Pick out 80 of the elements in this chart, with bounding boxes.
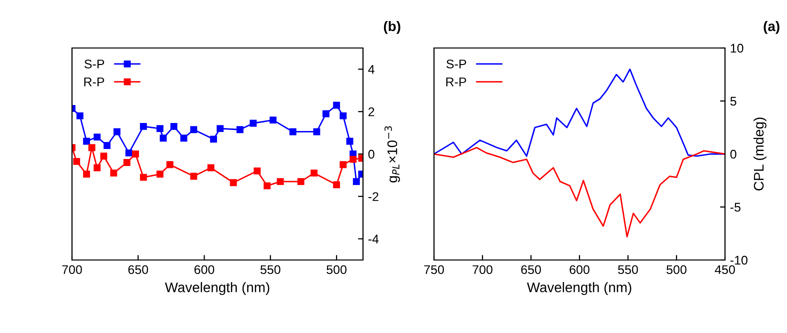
point [170,122,178,130]
y-tick-label: 5 [730,96,736,106]
point [276,178,284,186]
point [313,128,320,136]
x-tick-label: 700 [472,265,492,274]
y-tick-label: 2 [368,107,374,116]
x-tick-label: 650 [128,265,148,274]
point [322,110,330,118]
x-tick-label: 450 [714,265,735,274]
x-tick-label: 550 [260,265,280,274]
point [216,125,224,132]
point [310,170,318,177]
point [340,161,347,168]
x-tick-label: 700 [62,265,82,274]
point [100,152,108,160]
y-tick-label: -5 [730,202,740,212]
point [180,134,188,142]
point [352,178,360,186]
point [83,170,90,178]
point [210,136,218,143]
point [270,116,277,124]
line-series [434,68,725,157]
legend-label: S-P [446,60,466,68]
y-tick-label: 10 [730,44,744,53]
x-tick-label: 600 [194,265,214,274]
point [254,167,261,174]
point [125,149,132,156]
x-tick-label: 550 [618,265,638,274]
y-tick-label: -2 [368,192,378,201]
point [230,179,237,186]
x-tick-label: 500 [666,265,686,274]
point [350,156,357,163]
x-axis-title: Wavelength (nm) [164,282,270,296]
point [297,178,304,186]
point [264,182,271,190]
point [333,102,340,109]
point [88,144,96,152]
y-tick-label: -10 [730,256,748,265]
point [207,164,214,172]
legend-label: R-P [446,78,466,86]
point [166,161,174,168]
legend-label: R-P [84,78,104,86]
point [140,122,147,130]
legend-label: S-P [84,60,104,68]
point [236,126,244,134]
y-axis-title: CPL (mdeg) [753,118,766,190]
point [190,126,198,134]
line-series [434,146,725,238]
point [340,112,347,120]
y-tick-label: -4 [368,234,379,244]
point [346,138,354,145]
point [156,170,164,178]
point [94,134,101,141]
point [333,181,340,188]
point [104,142,111,149]
x-tick-label: 650 [521,265,541,274]
point [94,164,101,172]
point [289,128,296,136]
x-axis-title: Wavelength (nm) [526,282,632,296]
point [73,158,80,165]
y-tick-label: 4 [368,65,374,74]
point [76,112,84,120]
x-tick-label: 600 [570,265,590,274]
x-tick-label: 500 [326,265,346,274]
point [114,128,120,136]
point [110,170,118,177]
text: (b) [384,20,400,34]
point [160,134,167,142]
y-tick-label: 0 [730,150,736,159]
point [190,172,198,180]
y-axis-title: g$_{PL}$×10$^{−3}$ [384,126,400,182]
text: (a) [764,20,780,34]
point [250,120,257,127]
point [83,138,90,145]
y-tick-label: 0 [368,150,374,159]
point [140,174,147,181]
point [123,159,130,166]
point [132,150,139,158]
point [156,125,164,132]
x-tick-label: 750 [424,265,444,274]
